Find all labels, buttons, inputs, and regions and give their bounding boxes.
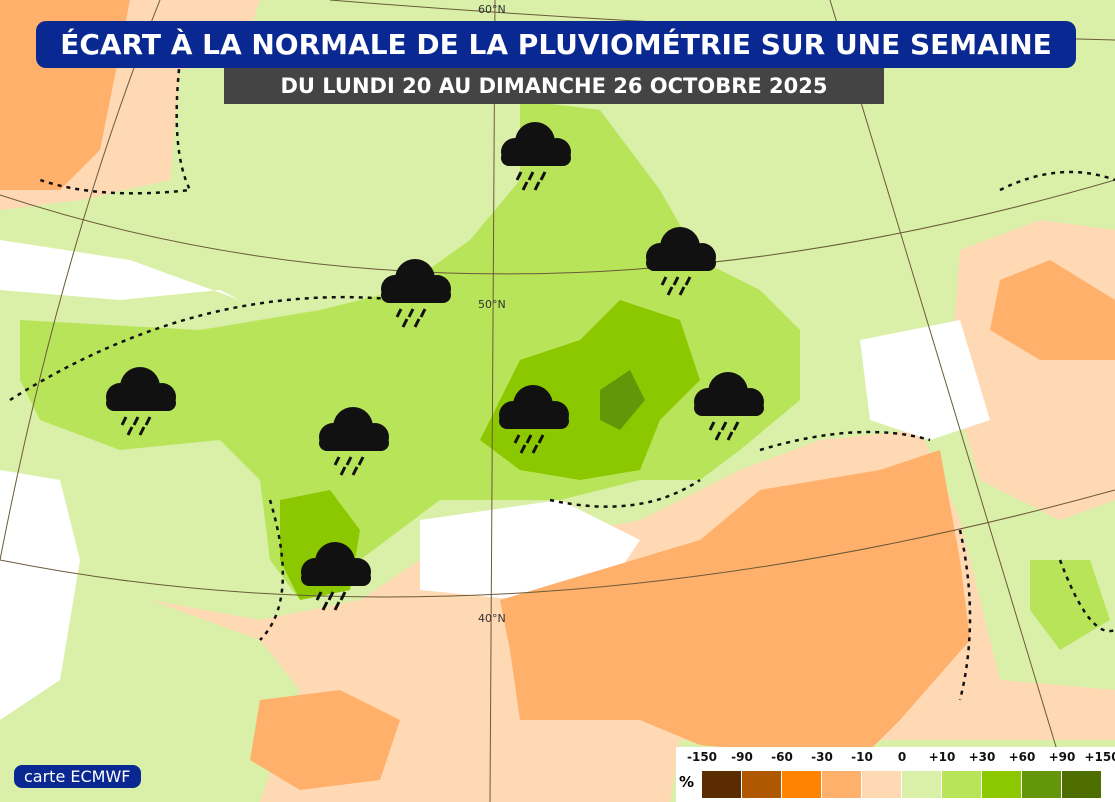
legend-swatch — [862, 771, 902, 798]
rain-cloud-icon — [491, 383, 575, 459]
legend-swatch — [902, 771, 942, 798]
legend-swatch — [702, 771, 742, 798]
white-area-atlantic — [0, 240, 240, 300]
meridian-west — [0, 0, 161, 561]
legend-tick-label: -30 — [811, 750, 833, 764]
legend-tick-label: -10 — [851, 750, 873, 764]
legend-swatch — [782, 771, 822, 798]
meridian-0 — [489, 0, 496, 802]
very-dry-area-morocco — [250, 690, 400, 790]
rain-cloud-icon — [293, 540, 377, 616]
legend-swatch — [1022, 771, 1062, 798]
legend-tick-label: -150 — [686, 750, 718, 764]
legend-tick-label: -90 — [731, 750, 753, 764]
very-wet-area-alps — [480, 300, 700, 480]
very-dry-area-east — [990, 260, 1115, 360]
zero-contour — [958, 170, 1115, 701]
rain-cloud-icon — [638, 225, 722, 301]
map-title: ÉCART À LA NORMALE DE LA PLUVIOMÉTRIE SU… — [36, 21, 1076, 68]
legend-swatch — [982, 771, 1022, 798]
legend-tick-label: -60 — [771, 750, 793, 764]
legend-swatch — [742, 771, 782, 798]
legend-unit: % — [679, 773, 695, 791]
parallel-50n — [0, 179, 1115, 275]
very-dry-area-mediterranean — [500, 450, 970, 760]
latitude-label-60n: 60°N — [478, 3, 506, 16]
rain-cloud-icon — [311, 405, 395, 481]
latitude-label-50n: 50°N — [478, 298, 506, 311]
rain-cloud-icon — [493, 120, 577, 196]
white-area-southwest — [0, 470, 80, 720]
color-legend: -150 -90 -60 -30 -10 0 +10 +30 +60 +90 +150 % — [676, 747, 1115, 802]
wettest-area-alps — [600, 370, 645, 430]
wet-area-greece — [1030, 560, 1110, 650]
rain-cloud-icon — [686, 370, 770, 446]
zero-contour — [9, 59, 401, 402]
legend-swatch — [822, 771, 862, 798]
map-subtitle-dates: DU LUNDI 20 AU DIMANCHE 26 OCTOBRE 2025 — [224, 68, 884, 104]
legend-tick-label: +60 — [1008, 750, 1036, 764]
legend-swatch — [942, 771, 982, 798]
source-label: carte ECMWF — [14, 765, 141, 788]
rain-cloud-icon — [373, 257, 457, 333]
legend-tick-label: +30 — [968, 750, 996, 764]
legend-tick-label: 0 — [897, 750, 907, 764]
legend-tick-label: +90 — [1048, 750, 1076, 764]
legend-tick-label: +10 — [928, 750, 956, 764]
zero-contour — [259, 430, 931, 641]
rain-cloud-icon — [98, 365, 182, 441]
parallel-40n — [0, 489, 1115, 598]
legend-tick-label: +150 — [1084, 750, 1115, 764]
legend-swatch — [1062, 771, 1102, 798]
white-area-balkans — [860, 320, 990, 440]
latitude-label-40n: 40°N — [478, 612, 506, 625]
